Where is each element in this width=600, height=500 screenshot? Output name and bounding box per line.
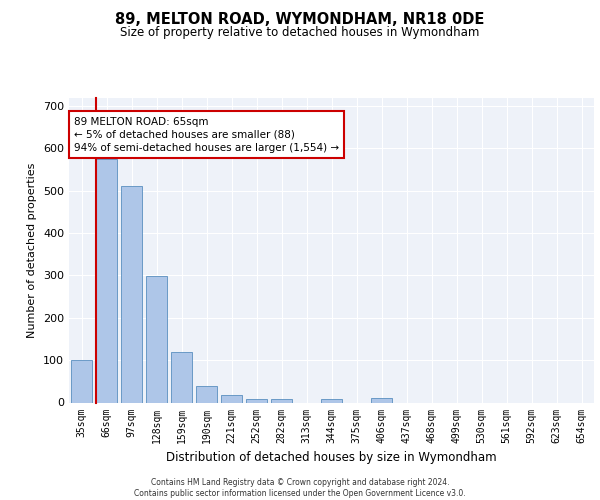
Bar xyxy=(371,398,392,402)
Bar xyxy=(71,360,92,403)
Bar xyxy=(171,352,192,403)
Text: Contains HM Land Registry data © Crown copyright and database right 2024.
Contai: Contains HM Land Registry data © Crown c… xyxy=(134,478,466,498)
Bar xyxy=(321,399,342,402)
Bar xyxy=(146,276,167,402)
Bar xyxy=(96,159,117,402)
Text: 89, MELTON ROAD, WYMONDHAM, NR18 0DE: 89, MELTON ROAD, WYMONDHAM, NR18 0DE xyxy=(115,12,485,28)
Text: Size of property relative to detached houses in Wymondham: Size of property relative to detached ho… xyxy=(121,26,479,39)
Bar xyxy=(196,386,217,402)
X-axis label: Distribution of detached houses by size in Wymondham: Distribution of detached houses by size … xyxy=(166,451,497,464)
Bar xyxy=(246,398,267,402)
Bar xyxy=(121,186,142,402)
Bar xyxy=(221,396,242,402)
Text: 89 MELTON ROAD: 65sqm
← 5% of detached houses are smaller (88)
94% of semi-detac: 89 MELTON ROAD: 65sqm ← 5% of detached h… xyxy=(74,116,339,153)
Y-axis label: Number of detached properties: Number of detached properties xyxy=(28,162,37,338)
Bar xyxy=(271,399,292,402)
